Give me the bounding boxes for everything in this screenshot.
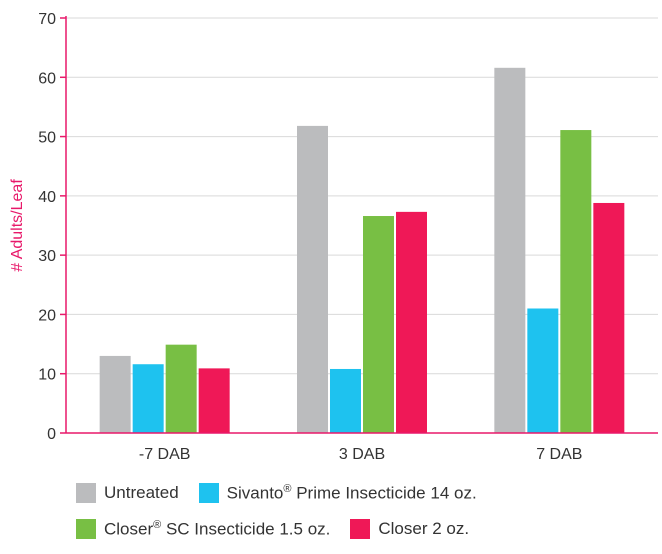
axes	[65, 16, 658, 434]
legend-label-sivanto: Sivanto® Prime Insecticide 14 oz.	[226, 482, 477, 503]
legend-swatch-closer-2oz	[350, 519, 371, 539]
y-tick-label: 10	[38, 367, 56, 384]
y-tick-label: 40	[38, 189, 56, 206]
x-tick-labels: -7 DAB 3 DAB 7 DAB	[139, 446, 583, 463]
legend: Untreated Sivanto® Prime Insecticide 14 …	[76, 482, 656, 554]
legend-row-2: Closer® SC Insecticide 1.5 oz. Closer 2 …	[76, 518, 656, 540]
y-axis-label: # Adults/Leaf	[9, 179, 26, 272]
legend-label-closer-sc: Closer® SC Insecticide 1.5 oz.	[104, 518, 331, 539]
bar-1-2	[363, 216, 394, 433]
bar-0-2	[165, 344, 197, 433]
bar-2-2	[560, 130, 592, 434]
bars	[99, 67, 625, 434]
y-tick-label: 50	[38, 130, 56, 147]
y-tick-labels: 0 10 20 30 40 50 60 70	[38, 11, 56, 443]
legend-item-closer-2oz: Closer 2 oz.	[350, 519, 469, 539]
legend-swatch-closer-sc	[76, 519, 96, 539]
bar-2-3	[593, 202, 625, 433]
legend-label-untreated: Untreated	[104, 483, 179, 502]
legend-row-1: Untreated Sivanto® Prime Insecticide 14 …	[76, 482, 656, 504]
bar-0-0	[99, 355, 131, 433]
legend-label-closer-2oz: Closer 2 oz.	[378, 519, 470, 538]
legend-item-untreated: Untreated	[76, 483, 179, 503]
bar-1-0	[297, 125, 328, 434]
bar-2-1	[527, 308, 559, 433]
gridlines	[60, 17, 658, 434]
x-tick-label: 7 DAB	[536, 446, 582, 463]
y-tick-label: 60	[38, 70, 56, 87]
legend-item-closer-sc: Closer® SC Insecticide 1.5 oz.	[76, 519, 330, 540]
bar-1-1	[330, 368, 361, 433]
bar-2-0	[494, 67, 526, 434]
bar-chart: 0 10 20 30 40 50 60 70 -7 DAB 3 DAB 7 DAB # Adult…	[9, 11, 658, 463]
bar-0-3	[198, 368, 230, 433]
x-tick-label: 3 DAB	[339, 446, 385, 463]
y-tick-label: 0	[47, 426, 56, 443]
bar-1-3	[396, 211, 427, 433]
y-tick-label: 70	[38, 11, 56, 28]
y-tick-label: 30	[38, 248, 56, 265]
x-tick-label: -7 DAB	[139, 446, 191, 463]
legend-swatch-untreated	[76, 483, 96, 503]
bar-0-1	[132, 364, 164, 433]
legend-item-sivanto: Sivanto® Prime Insecticide 14 oz.	[198, 482, 477, 504]
legend-swatch-sivanto	[198, 483, 219, 503]
y-tick-label: 20	[38, 307, 56, 324]
